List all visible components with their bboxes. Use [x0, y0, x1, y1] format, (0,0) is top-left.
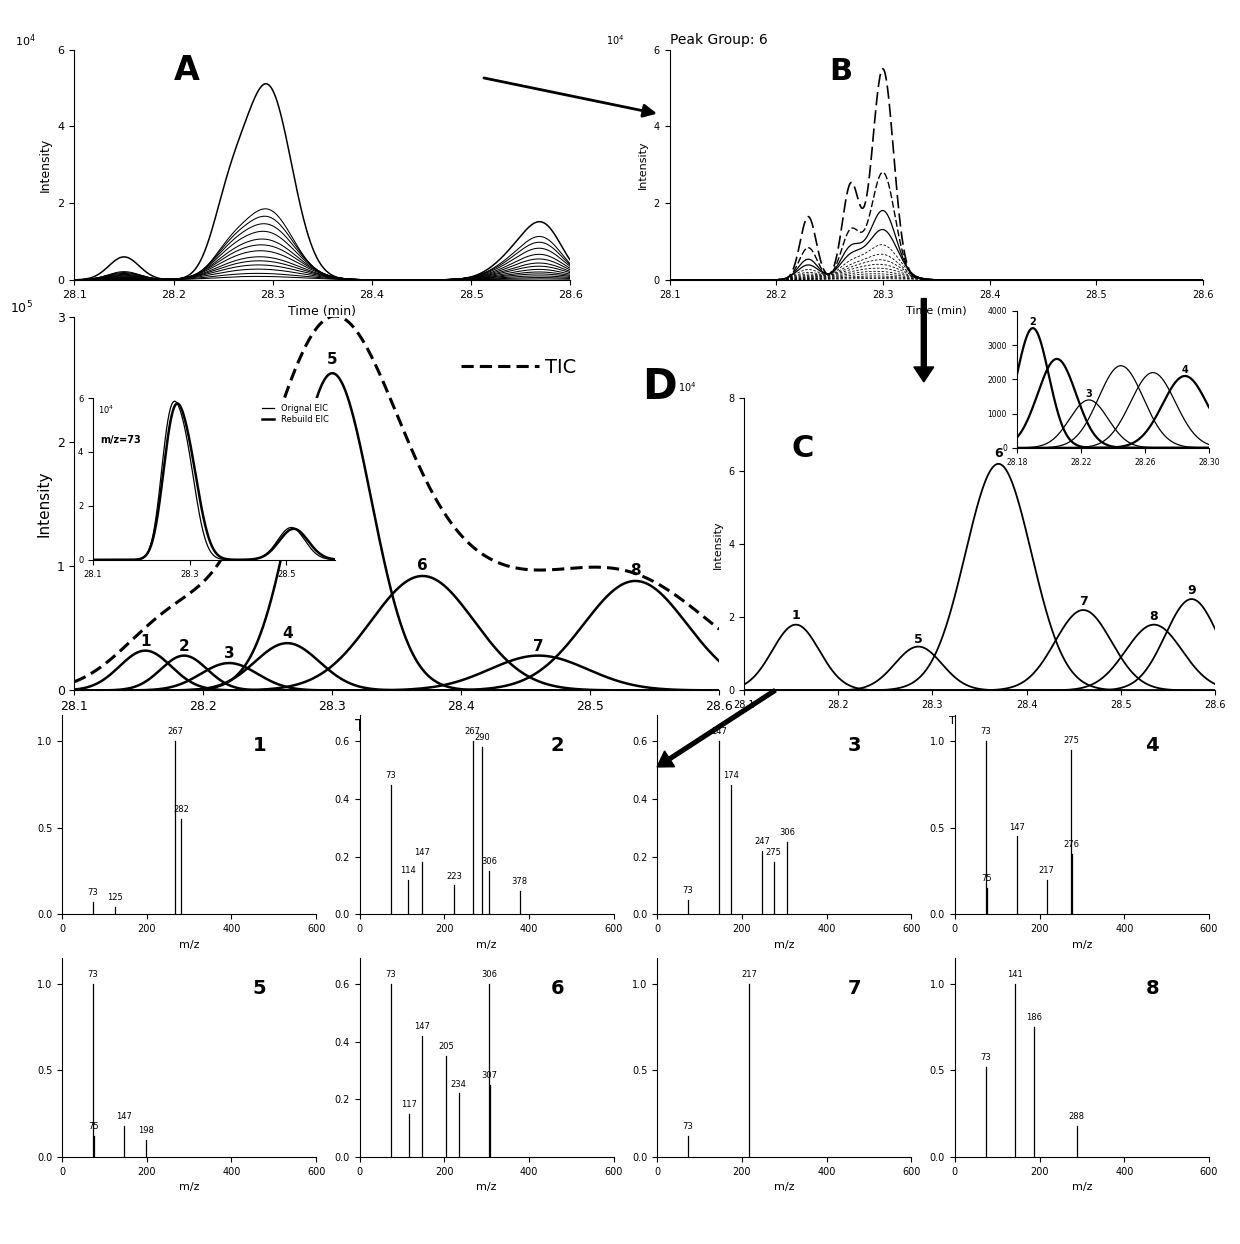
Text: D: D: [642, 366, 677, 408]
Y-axis label: Intensity: Intensity: [639, 141, 649, 189]
Text: 2: 2: [1029, 317, 1037, 327]
X-axis label: Time (min): Time (min): [356, 719, 438, 734]
X-axis label: m/z: m/z: [1071, 1182, 1092, 1192]
X-axis label: m/z: m/z: [476, 1182, 497, 1192]
Text: C: C: [791, 434, 813, 463]
Text: 306: 306: [481, 970, 497, 979]
Text: 75: 75: [88, 1122, 99, 1131]
Text: 1: 1: [791, 610, 800, 622]
Text: 73: 73: [88, 888, 98, 897]
Text: 247: 247: [754, 837, 770, 846]
Text: 4: 4: [281, 626, 293, 641]
Text: 7: 7: [533, 638, 544, 653]
Text: 275: 275: [766, 848, 781, 857]
Text: 114: 114: [401, 866, 415, 875]
Text: 7: 7: [1079, 595, 1087, 607]
Text: 306: 306: [481, 857, 497, 866]
Text: 73: 73: [683, 886, 693, 894]
X-axis label: Time (min): Time (min): [906, 305, 966, 315]
Text: 234: 234: [451, 1080, 466, 1088]
Text: $10^4$: $10^4$: [605, 34, 624, 47]
Text: 73: 73: [88, 970, 98, 979]
Text: 290: 290: [475, 733, 490, 743]
Text: 73: 73: [981, 1052, 991, 1062]
Text: 275: 275: [1064, 736, 1079, 745]
Text: 8: 8: [1146, 979, 1159, 998]
Text: 75: 75: [981, 875, 992, 883]
Text: 306: 306: [779, 829, 795, 837]
Text: 2: 2: [179, 638, 190, 653]
Text: 6: 6: [994, 447, 1003, 459]
Text: 8: 8: [1149, 611, 1158, 623]
X-axis label: m/z: m/z: [774, 939, 795, 949]
Text: 267: 267: [167, 728, 184, 736]
Text: 186: 186: [1025, 1013, 1042, 1023]
Text: 3: 3: [1085, 389, 1092, 399]
Y-axis label: Intensity: Intensity: [36, 470, 51, 537]
Text: 147: 147: [414, 1021, 430, 1031]
Text: 147: 147: [414, 848, 430, 857]
Text: 288: 288: [1069, 1112, 1085, 1121]
Text: 5: 5: [914, 633, 923, 646]
Text: 276: 276: [1064, 840, 1080, 848]
Text: 4: 4: [1146, 736, 1159, 755]
Text: 9: 9: [1188, 583, 1195, 597]
Text: 8: 8: [630, 562, 641, 577]
Text: 147: 147: [117, 1112, 133, 1121]
Text: 205: 205: [439, 1042, 454, 1051]
Text: $10^4$: $10^4$: [15, 32, 36, 49]
X-axis label: Time (min): Time (min): [289, 305, 356, 318]
Text: 2: 2: [551, 736, 564, 755]
Text: 147: 147: [712, 728, 728, 736]
Text: 198: 198: [138, 1126, 154, 1135]
Text: 73: 73: [683, 1122, 693, 1131]
Text: 117: 117: [402, 1100, 417, 1108]
Text: 217: 217: [1039, 866, 1055, 875]
Text: 73: 73: [386, 770, 396, 780]
Text: 141: 141: [1007, 970, 1023, 979]
X-axis label: Time (min): Time (min): [950, 715, 1009, 725]
Text: 73: 73: [981, 728, 991, 736]
Text: 147: 147: [1009, 822, 1025, 831]
Text: $10^4$: $10^4$: [98, 404, 114, 417]
Text: 174: 174: [723, 770, 739, 780]
Text: 3: 3: [224, 646, 234, 661]
Text: Peak Group: 6: Peak Group: 6: [670, 34, 768, 47]
Text: 223: 223: [446, 872, 463, 881]
Text: 125: 125: [107, 893, 123, 902]
Text: TIC: TIC: [546, 358, 577, 377]
Y-axis label: Intensity: Intensity: [713, 520, 723, 569]
Text: 282: 282: [174, 805, 190, 815]
Text: 217: 217: [742, 970, 758, 979]
X-axis label: m/z: m/z: [1071, 939, 1092, 949]
Legend: Orignal EIC, Rebuild EIC: Orignal EIC, Rebuild EIC: [260, 402, 331, 425]
Text: 307: 307: [481, 1071, 497, 1080]
Text: A: A: [174, 53, 200, 87]
Text: 1: 1: [140, 633, 150, 648]
X-axis label: m/z: m/z: [179, 939, 200, 949]
Text: 1: 1: [253, 736, 267, 755]
Text: m/z=73: m/z=73: [100, 435, 141, 445]
Text: B: B: [830, 57, 853, 86]
Text: 5: 5: [327, 352, 337, 367]
X-axis label: m/z: m/z: [476, 939, 497, 949]
Text: 5: 5: [253, 979, 267, 998]
Text: $10^5$: $10^5$: [10, 300, 32, 316]
X-axis label: m/z: m/z: [774, 1182, 795, 1192]
Y-axis label: Intensity: Intensity: [38, 138, 52, 192]
Text: 6: 6: [417, 557, 428, 572]
Text: 378: 378: [512, 877, 528, 886]
Text: 73: 73: [386, 970, 396, 979]
Text: 6: 6: [551, 979, 564, 998]
Text: 7: 7: [848, 979, 862, 998]
Text: 3: 3: [848, 736, 862, 755]
Text: 267: 267: [465, 728, 481, 736]
Text: 4: 4: [1182, 366, 1188, 376]
Text: $10^4$: $10^4$: [678, 381, 697, 394]
X-axis label: m/z: m/z: [179, 1182, 200, 1192]
